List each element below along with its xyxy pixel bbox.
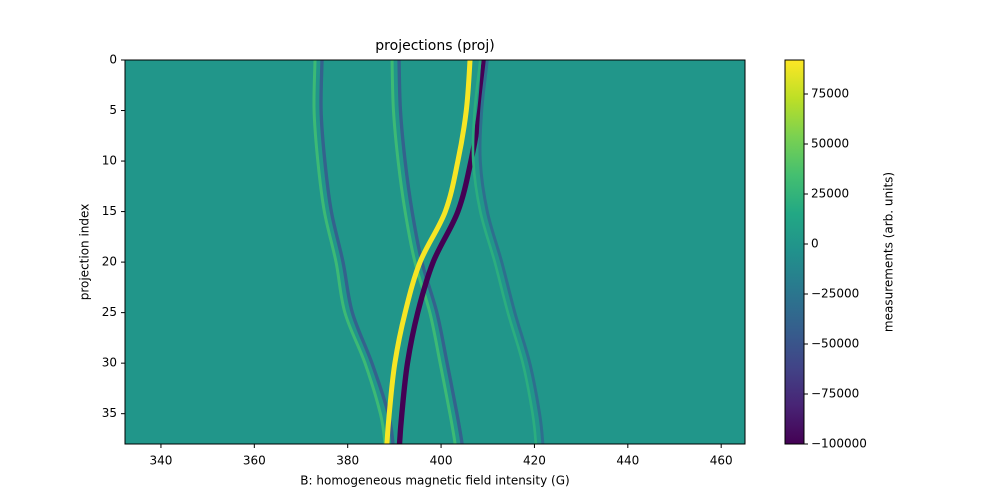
x-tick-label: 460 <box>710 454 733 468</box>
y-tick-label: 30 <box>102 356 117 370</box>
colorbar-tick-label: −100000 <box>811 437 867 451</box>
track <box>396 60 487 444</box>
x-tick-label: 400 <box>430 454 453 468</box>
track <box>471 60 538 444</box>
colorbar-label: measurements (arb. units) <box>882 172 896 332</box>
x-tick-label: 440 <box>616 454 639 468</box>
y-tick-label: 20 <box>102 255 117 269</box>
y-tick-label: 10 <box>102 154 117 168</box>
x-tick-label: 380 <box>336 454 359 468</box>
track <box>478 60 545 444</box>
y-tick-label: 35 <box>102 406 117 420</box>
colorbar <box>784 59 805 445</box>
y-tick-label: 0 <box>109 53 117 67</box>
plot-area <box>125 60 745 444</box>
colorbar-tick-label: 0 <box>811 237 819 251</box>
y-tick-label: 5 <box>109 103 117 117</box>
colorbar-tick-label: −25000 <box>811 287 859 301</box>
x-axis-label: B: homogeneous magnetic field intensity … <box>300 474 569 488</box>
colorbar-tick-label: −50000 <box>811 337 859 351</box>
colorbar-tick-label: −75000 <box>811 387 859 401</box>
colorbar-tick-label: 75000 <box>811 87 849 101</box>
x-tick-label: 420 <box>523 454 546 468</box>
colorbar-tick-label: 50000 <box>811 137 849 151</box>
x-tick-label: 340 <box>149 454 172 468</box>
track <box>312 60 387 444</box>
chart-title: projections (proj) <box>375 38 494 54</box>
colorbar-tick-label: 25000 <box>811 187 849 201</box>
y-axis-label: projection index <box>78 204 92 301</box>
track <box>390 60 457 444</box>
track <box>384 60 473 444</box>
y-tick-label: 25 <box>102 305 117 319</box>
plot-frame <box>124 59 746 445</box>
x-tick-label: 360 <box>243 454 266 468</box>
y-tick-label: 15 <box>102 204 117 218</box>
